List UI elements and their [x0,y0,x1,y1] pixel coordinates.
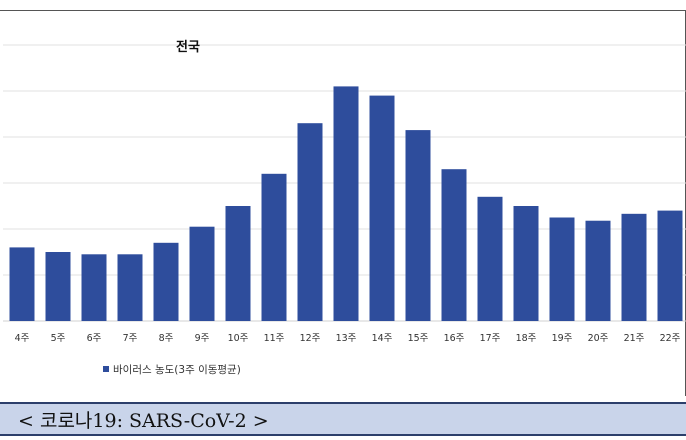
legend-label: 바이러스 농도(3주 이동평균) [113,364,241,376]
bar-15주 [405,130,431,321]
x-tick-label: 9주 [195,333,210,344]
x-tick-labels: 4주 5주 6주 7주 8주 9주 10주 11주 12주 13주 14주 15주 16주 17주 18주 1… [15,333,681,344]
x-tick-label: 15주 [408,333,429,344]
legend: 바이러스 농도(3주 이동평균) [103,364,241,376]
figure-caption: < 코로나19: SARS-CoV-2 > [0,402,686,436]
bar-19주 [549,217,575,321]
bar-16주 [441,169,467,321]
x-tick-label: 18주 [516,333,537,344]
bar-20주 [585,220,611,321]
bar-13주 [333,86,359,322]
bar-18주 [513,206,539,321]
bar-17주 [477,196,503,321]
x-tick-label: 5주 [51,333,66,344]
bar-chart: 전국 4주 5주 6주 7주 8주 9주 10주 11주 12주 13주 14주 15주 16주 17주 1… [3,39,686,376]
bar-8주 [153,242,179,321]
bar-5주 [45,252,71,321]
x-tick-label: 10주 [228,333,249,344]
bar-21주 [621,213,647,321]
x-tick-label: 11주 [264,333,285,344]
bar-10주 [225,206,251,321]
x-tick-label: 21주 [624,333,645,344]
chart-frame: 전국 4주 5주 6주 7주 8주 9주 10주 11주 12주 13주 14주 15주 16주 17주 1… [0,10,686,396]
bar-6주 [81,254,107,321]
bar-7주 [117,254,143,321]
legend-swatch [103,366,109,372]
x-tick-label: 22주 [660,333,681,344]
bars [9,86,683,322]
x-tick-label: 7주 [123,333,138,344]
chart-title: 전국 [176,39,200,55]
x-tick-label: 6주 [87,333,102,344]
x-tick-label: 20주 [588,333,609,344]
x-tick-label: 12주 [300,333,321,344]
bar-14주 [369,95,395,321]
x-tick-label: 16주 [444,333,465,344]
caption-text: < 코로나19: SARS-CoV-2 > [18,409,269,432]
bar-11주 [261,173,287,321]
x-tick-label: 19주 [552,333,573,344]
x-tick-label: 17주 [480,333,501,344]
x-tick-label: 13주 [336,333,357,344]
x-tick-label: 8주 [159,333,174,344]
bar-4주 [9,247,35,321]
bar-12주 [297,123,323,321]
bar-22주 [657,210,683,321]
bar-9주 [189,226,215,321]
x-tick-label: 4주 [15,333,30,344]
x-tick-label: 14주 [372,333,393,344]
